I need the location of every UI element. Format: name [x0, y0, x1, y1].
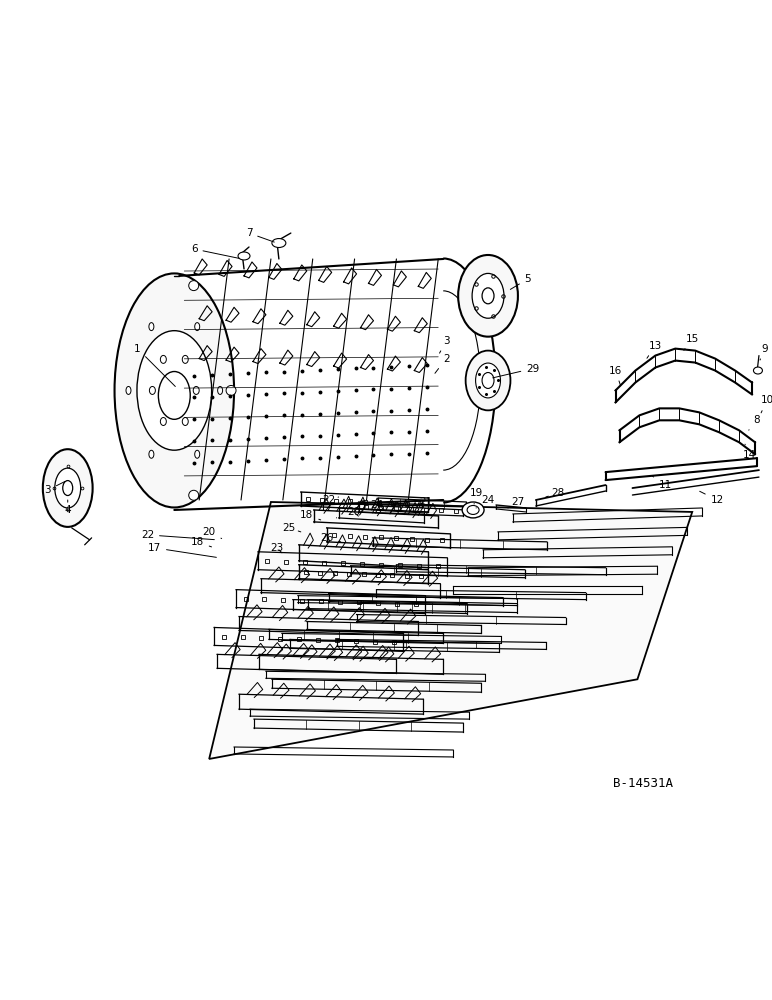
Ellipse shape	[238, 252, 250, 260]
Text: 27: 27	[508, 497, 524, 508]
Ellipse shape	[137, 331, 212, 450]
Text: 20: 20	[347, 507, 361, 517]
Text: 5: 5	[510, 274, 531, 289]
Ellipse shape	[226, 385, 236, 395]
Ellipse shape	[472, 273, 504, 318]
Text: 22: 22	[322, 495, 339, 505]
Text: 18: 18	[191, 537, 212, 547]
Ellipse shape	[182, 355, 188, 363]
Text: 3: 3	[439, 336, 449, 353]
Ellipse shape	[55, 468, 81, 508]
Ellipse shape	[161, 355, 166, 363]
Text: 1: 1	[134, 344, 175, 386]
Ellipse shape	[272, 239, 286, 248]
Ellipse shape	[193, 386, 199, 394]
Text: 24: 24	[370, 500, 387, 510]
Ellipse shape	[458, 255, 518, 337]
Ellipse shape	[161, 418, 166, 425]
Ellipse shape	[188, 490, 198, 500]
Text: 6: 6	[191, 244, 239, 258]
Text: 20: 20	[202, 527, 222, 539]
Ellipse shape	[218, 386, 222, 394]
Ellipse shape	[195, 450, 200, 458]
Text: 26: 26	[320, 533, 340, 543]
Ellipse shape	[158, 372, 190, 419]
Text: 3: 3	[45, 481, 66, 495]
Text: 28: 28	[546, 488, 564, 498]
Text: 29: 29	[493, 364, 540, 378]
Ellipse shape	[126, 386, 131, 394]
Text: 15: 15	[684, 334, 699, 350]
Text: 22: 22	[141, 530, 215, 540]
Text: 9: 9	[760, 344, 768, 360]
Text: 4: 4	[64, 500, 71, 515]
Ellipse shape	[476, 363, 500, 398]
Text: 12: 12	[699, 491, 723, 505]
Text: 24: 24	[476, 495, 495, 508]
Polygon shape	[209, 502, 692, 759]
Ellipse shape	[753, 367, 763, 374]
Text: 8: 8	[749, 415, 760, 430]
Ellipse shape	[482, 373, 494, 388]
Ellipse shape	[188, 281, 198, 291]
Ellipse shape	[482, 288, 494, 304]
Ellipse shape	[467, 505, 479, 514]
Text: 21: 21	[420, 497, 433, 507]
Text: 19: 19	[469, 488, 482, 504]
Ellipse shape	[462, 502, 484, 518]
Text: B-14531A: B-14531A	[612, 777, 672, 790]
Text: 25: 25	[283, 523, 301, 533]
Ellipse shape	[114, 273, 234, 507]
Text: 17: 17	[320, 503, 337, 518]
Ellipse shape	[182, 418, 188, 425]
Text: 14: 14	[743, 444, 756, 460]
Text: 23: 23	[270, 543, 283, 553]
Text: 17: 17	[147, 543, 216, 557]
Text: 11: 11	[652, 476, 672, 490]
Ellipse shape	[149, 450, 154, 458]
Text: 2: 2	[435, 354, 449, 373]
Text: 16: 16	[609, 366, 622, 386]
Text: 13: 13	[647, 341, 662, 358]
Ellipse shape	[42, 449, 93, 527]
Text: 7: 7	[245, 228, 274, 242]
Ellipse shape	[466, 351, 510, 410]
Ellipse shape	[149, 323, 154, 331]
Ellipse shape	[63, 481, 73, 496]
Ellipse shape	[150, 386, 155, 394]
Text: 10: 10	[760, 395, 772, 413]
Ellipse shape	[195, 323, 200, 331]
Text: 18: 18	[300, 510, 320, 520]
